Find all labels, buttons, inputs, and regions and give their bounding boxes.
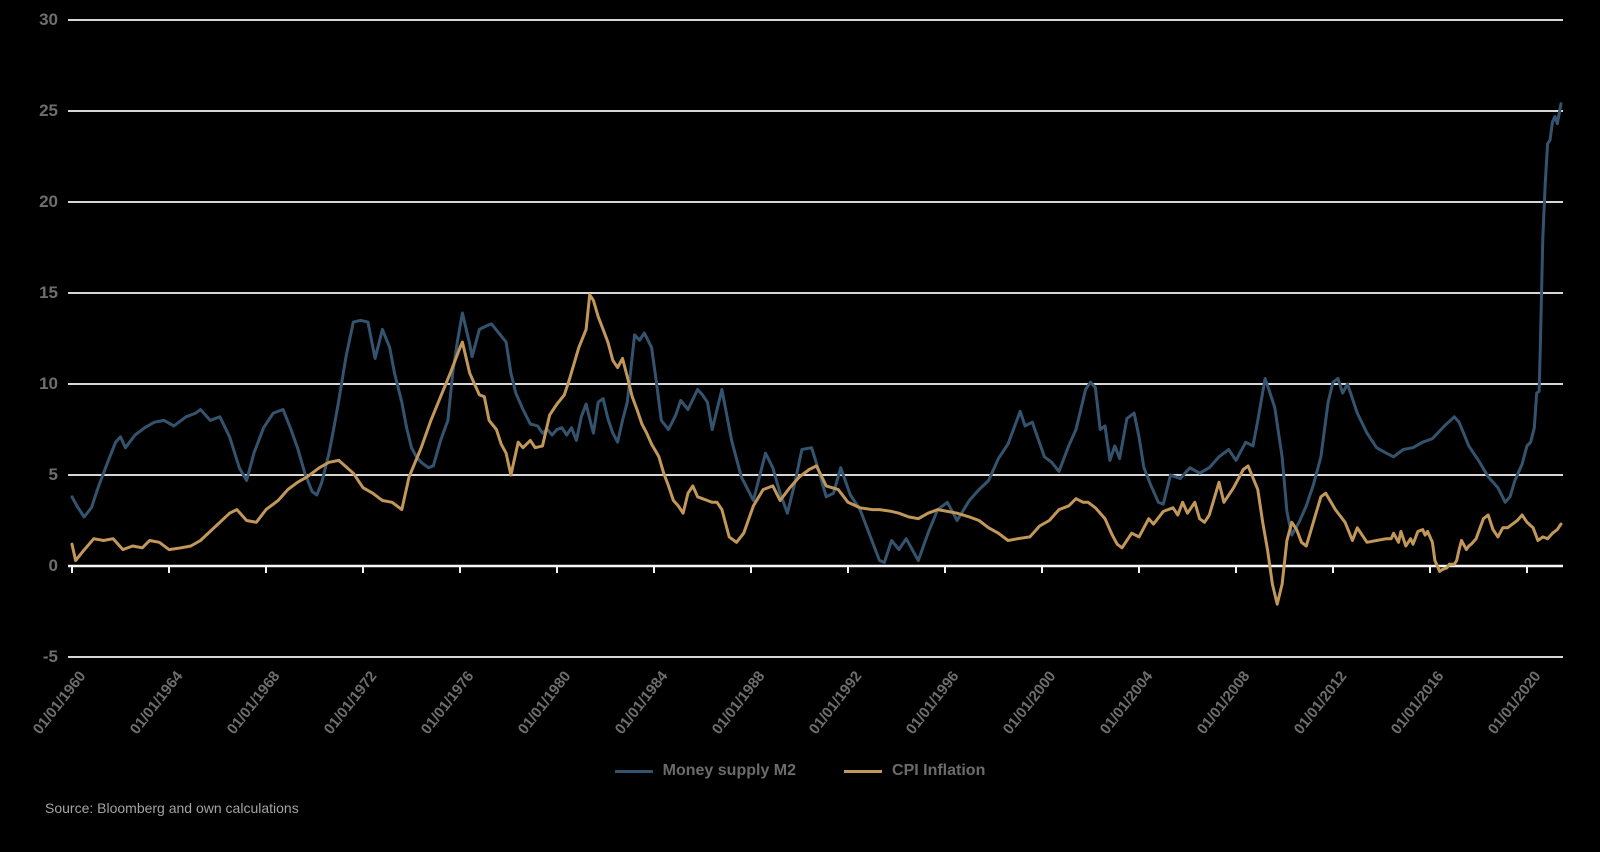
money-supply-m2-line [70, 102, 1563, 564]
legend-item-money-supply-m2: Money supply M2 [614, 762, 797, 780]
legend-label-m2: Money supply M2 [662, 762, 797, 779]
y-axis-label: 10 [39, 374, 58, 393]
cpi-line-swatch-icon [844, 769, 883, 773]
y-axis-label: 20 [39, 192, 58, 211]
y-axis-label: 30 [39, 10, 58, 29]
y-axis-label: 15 [39, 283, 58, 302]
y-axis-label: 0 [48, 556, 58, 575]
legend-label-cpi: CPI Inflation [892, 762, 986, 779]
source-note: Source: Bloomberg and own calculations [45, 800, 299, 816]
cpi-inflation-line [70, 293, 1563, 606]
legend: Money supply M2 CPI Inflation [0, 762, 1600, 780]
y-axis-label: -5 [42, 647, 58, 666]
y-axis-label: 25 [39, 101, 58, 120]
m2-line-swatch-icon [614, 769, 653, 773]
y-axis-label: 5 [48, 465, 58, 484]
legend-item-cpi-inflation: CPI Inflation [844, 762, 985, 780]
